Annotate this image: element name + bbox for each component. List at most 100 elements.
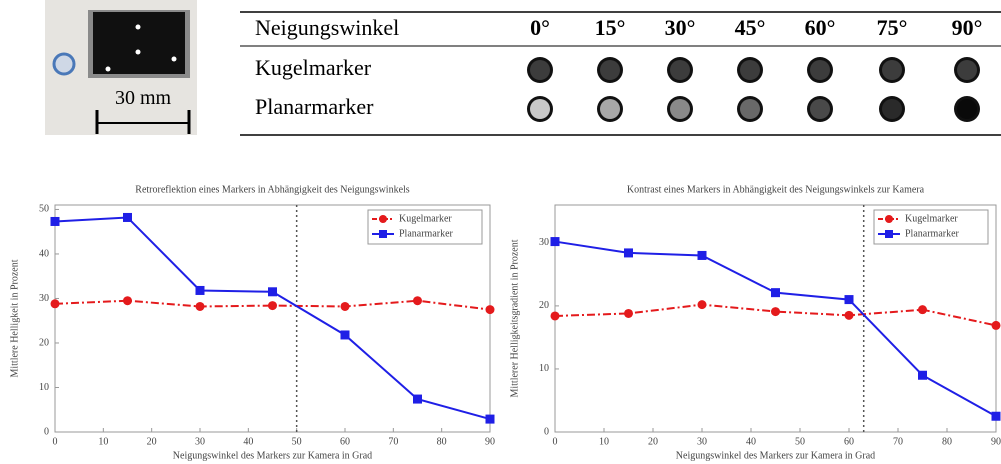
y-tick-label: 30 (539, 237, 549, 248)
marker-image-spot (740, 60, 760, 80)
x-tick-label: 10 (599, 436, 609, 447)
point (413, 394, 422, 404)
chart-title: Kontrast eines Markers in Abhängigkeit d… (627, 184, 925, 195)
legend-label: Planarmarker (905, 228, 960, 239)
point (123, 212, 132, 222)
point (550, 311, 560, 321)
x-tick-label: 20 (147, 436, 157, 447)
x-tick-label: 80 (942, 436, 952, 447)
table-header: Neigungswinkel (255, 15, 399, 40)
y-tick-label: 40 (39, 248, 49, 259)
table-header: 60° (805, 15, 836, 40)
x-tick-label: 90 (991, 436, 1001, 447)
marker-image-spot (957, 99, 977, 119)
legend-box (873, 209, 989, 245)
legend-label: Kugelmarker (905, 213, 958, 224)
x-tick-label: 40 (243, 436, 253, 447)
y-axis-label: Mittlere Helligkeit in Prozent (9, 259, 20, 377)
y-tick-label: 20 (39, 337, 49, 348)
marker-image-spot (530, 60, 550, 80)
x-tick-label: 0 (53, 436, 58, 447)
series-line (554, 240, 997, 418)
x-tick-label: 70 (893, 436, 903, 447)
photo-dot (135, 24, 141, 30)
point (697, 250, 707, 260)
point (340, 301, 350, 311)
marker-image-spot (810, 60, 830, 80)
marker-image-spot (810, 99, 830, 119)
row-label: Kugelmarker (255, 55, 372, 80)
point (195, 301, 205, 311)
point (550, 237, 560, 247)
point (844, 295, 854, 305)
x-tick-label: 80 (437, 436, 447, 447)
point (485, 414, 495, 424)
point (624, 308, 633, 318)
point (50, 216, 60, 226)
table-header: 90° (952, 15, 983, 40)
table-header: 75° (877, 15, 908, 40)
x-tick-label: 50 (795, 436, 805, 447)
y-tick-label: 10 (539, 363, 549, 374)
point (485, 305, 495, 315)
marker-image-spot (600, 60, 620, 80)
table-header: 45° (735, 15, 766, 40)
x-tick-label: 30 (195, 436, 205, 447)
point (991, 320, 1001, 330)
x-tick-label: 50 (292, 436, 302, 447)
x-tick-label: 60 (340, 436, 350, 447)
legend-label: Kugelmarker (399, 213, 452, 224)
point (918, 305, 927, 315)
legend-marker (379, 230, 387, 238)
point (413, 296, 422, 306)
point (50, 299, 60, 309)
legend-box (367, 209, 483, 245)
point (624, 248, 633, 258)
marker-image-spot (740, 99, 760, 119)
table (240, 11, 1001, 136)
photo-dot (105, 66, 111, 72)
point (918, 370, 927, 380)
y-axis-label: Mittlerer Helligkeitsgradient in Prozent (509, 239, 520, 397)
marker-image-spot (882, 60, 902, 80)
point (697, 300, 707, 310)
x-tick-label: 20 (648, 436, 658, 447)
point (771, 288, 780, 298)
point (195, 285, 205, 295)
x-tick-label: 60 (844, 436, 854, 447)
scale-label: 30 mm (115, 87, 172, 109)
point (771, 307, 780, 317)
legend-marker (885, 215, 893, 223)
marker-image-spot (530, 99, 550, 119)
point (268, 287, 277, 297)
point (340, 330, 350, 340)
chart-title: Retroreflektion eines Markers in Abhängi… (135, 184, 409, 195)
x-tick-label: 40 (746, 436, 756, 447)
x-tick-label: 70 (388, 436, 398, 447)
point (123, 296, 132, 306)
table-header: 0° (530, 15, 550, 40)
y-tick-label: 50 (39, 204, 49, 215)
legend-label: Planarmarker (399, 228, 454, 239)
photo-board (93, 12, 185, 74)
marker-image-spot (670, 60, 690, 80)
legend-marker (379, 215, 387, 223)
series-line (54, 216, 491, 421)
plot-frame (54, 204, 491, 433)
photo-dot (171, 56, 177, 62)
y-tick-label: 0 (544, 426, 549, 437)
x-axis-label: Neigungswinkel des Markers zur Kamera in… (676, 450, 875, 461)
marker-image-spot (670, 99, 690, 119)
x-tick-label: 0 (553, 436, 558, 447)
legend-marker (885, 230, 893, 238)
y-tick-label: 20 (539, 300, 549, 311)
row-label: Planarmarker (255, 94, 374, 119)
table-header: 30° (665, 15, 696, 40)
point (844, 310, 854, 320)
x-tick-label: 30 (697, 436, 707, 447)
photo-sphere (52, 52, 76, 76)
marker-image-spot (882, 99, 902, 119)
photo: 30 mm (45, 0, 197, 135)
photo-dot (135, 49, 141, 55)
